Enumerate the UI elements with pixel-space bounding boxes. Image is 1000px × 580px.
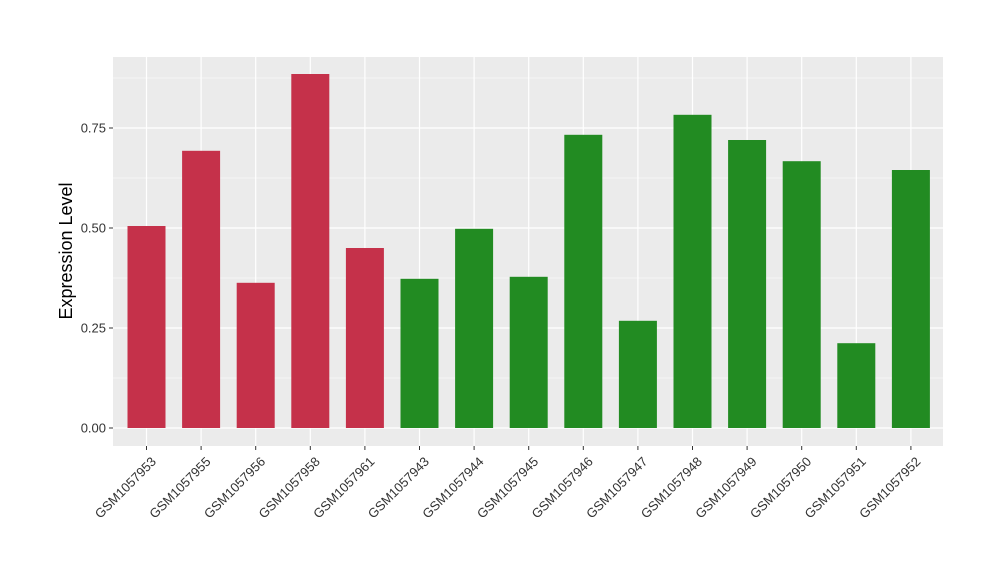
bar-gsm1057943 <box>400 278 439 428</box>
bar-gsm1057953 <box>127 226 166 428</box>
bar-gsm1057961 <box>345 248 384 428</box>
y-tick-label: 0.25 <box>81 321 106 336</box>
bar-gsm1057948 <box>673 114 712 429</box>
bar-gsm1057944 <box>455 228 494 428</box>
y-tick-label: 0.00 <box>81 421 106 436</box>
y-axis: 0.00 0.25 0.50 0.75 <box>81 121 113 436</box>
bar-gsm1057947 <box>618 320 657 428</box>
y-axis-title: Expression Level <box>56 182 76 319</box>
bar-gsm1057946 <box>564 134 603 429</box>
bar-gsm1057951 <box>837 343 876 428</box>
x-axis: GSM1057953GSM1057955GSM1057956GSM1057958… <box>92 446 923 521</box>
bar-gsm1057945 <box>509 276 548 428</box>
bar-gsm1057955 <box>182 150 221 429</box>
bar-gsm1057949 <box>728 140 767 428</box>
bars <box>127 74 930 429</box>
y-tick-label: 0.50 <box>81 221 106 236</box>
bar-gsm1057956 <box>236 282 275 428</box>
bar-gsm1057952 <box>891 170 930 428</box>
bar-gsm1057958 <box>291 74 330 428</box>
bar-gsm1057950 <box>782 161 821 428</box>
y-tick-label: 0.75 <box>81 121 106 136</box>
